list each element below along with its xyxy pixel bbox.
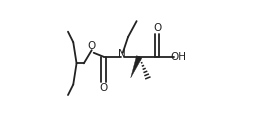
Text: O: O xyxy=(88,41,96,51)
Text: N: N xyxy=(117,49,125,59)
Polygon shape xyxy=(131,56,142,78)
Text: OH: OH xyxy=(171,52,187,62)
Text: O: O xyxy=(153,23,161,33)
Text: O: O xyxy=(100,83,108,93)
